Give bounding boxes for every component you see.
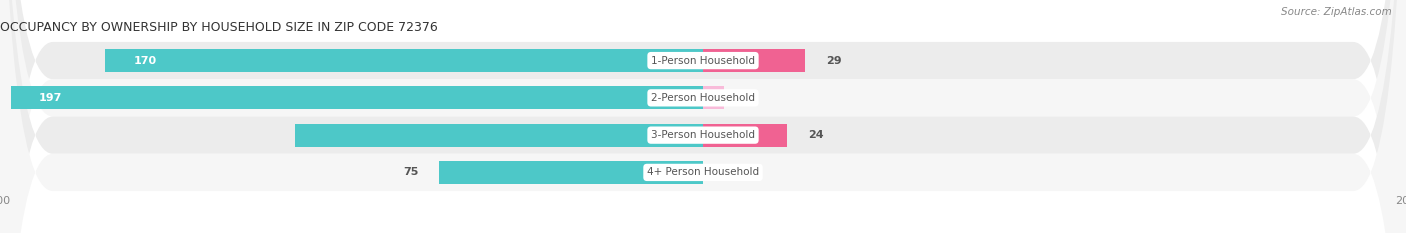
Text: 1-Person Household: 1-Person Household (651, 56, 755, 65)
Bar (439, 161, 703, 184)
Text: 6: 6 (745, 93, 754, 103)
Bar (703, 49, 804, 72)
Bar (703, 86, 724, 110)
Bar (703, 123, 787, 147)
Text: 116: 116 (662, 130, 686, 140)
Text: 4+ Person Household: 4+ Person Household (647, 168, 759, 177)
Bar (295, 123, 703, 147)
Text: 24: 24 (808, 130, 824, 140)
Bar (105, 49, 703, 72)
Text: OCCUPANCY BY OWNERSHIP BY HOUSEHOLD SIZE IN ZIP CODE 72376: OCCUPANCY BY OWNERSHIP BY HOUSEHOLD SIZE… (0, 21, 437, 34)
Text: 197: 197 (38, 93, 62, 103)
Text: Source: ZipAtlas.com: Source: ZipAtlas.com (1281, 7, 1392, 17)
Text: 75: 75 (404, 168, 419, 177)
Text: 29: 29 (827, 56, 842, 65)
Text: 0: 0 (724, 168, 731, 177)
Bar (10, 86, 703, 110)
Text: 170: 170 (134, 56, 156, 65)
Text: 3-Person Household: 3-Person Household (651, 130, 755, 140)
Text: 2-Person Household: 2-Person Household (651, 93, 755, 103)
